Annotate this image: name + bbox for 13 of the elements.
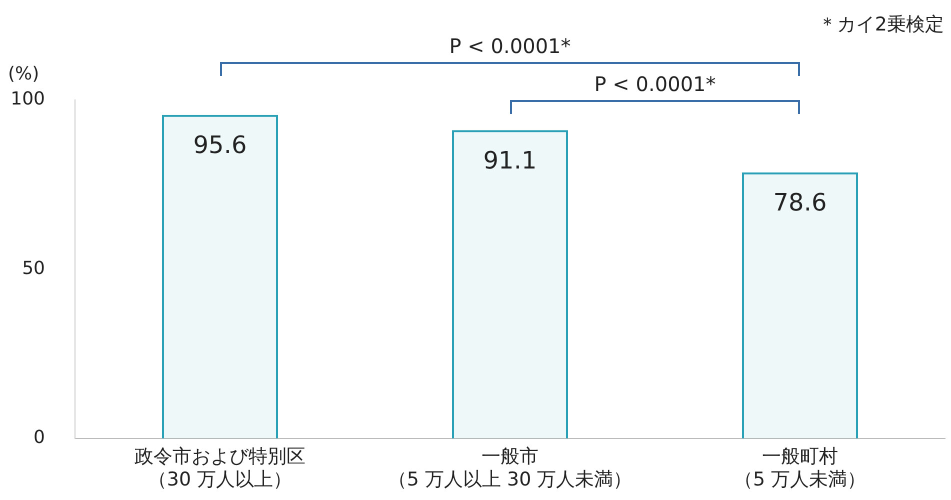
text: P < 0.0001* — [594, 72, 716, 96]
y-tick-label: 100 — [10, 88, 45, 110]
data-label: 95.6 — [193, 131, 247, 160]
text: P < 0.0001* — [449, 34, 571, 58]
x-tick-label: 政令市および特別区（30 万人以上） — [134, 446, 306, 491]
text: ＊カイ2乗検定 — [818, 13, 944, 36]
x-tick-label: 一般町村（5 万人未満） — [734, 446, 866, 491]
data-label: 78.6 — [773, 188, 827, 217]
x-tick-label: 一般市（5 万人以上 30 万人未満） — [388, 446, 632, 491]
data-label: 91.1 — [483, 146, 537, 174]
y-axis-title: (%) — [8, 64, 40, 85]
y-tick-label: 0 — [34, 427, 45, 448]
y-tick-label: 50 — [22, 258, 45, 279]
